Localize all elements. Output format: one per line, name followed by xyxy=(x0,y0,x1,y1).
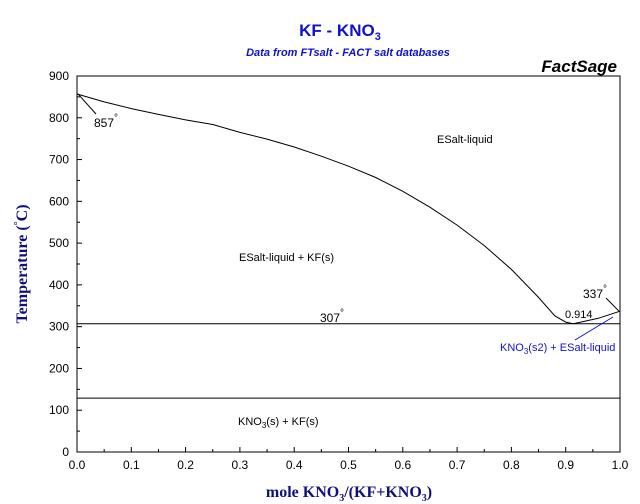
y-tick-label: 500 xyxy=(49,236,69,250)
x-tick-label: 0.8 xyxy=(503,458,520,472)
series-liquidus-KNO3 xyxy=(573,310,621,325)
series-liquidus-KF xyxy=(76,93,574,325)
y-tick-label: 700 xyxy=(49,153,69,167)
kf-melting-point-label: 857° xyxy=(94,113,118,130)
phase-boundaries xyxy=(76,93,621,399)
eutectic-temperature-label: 307° xyxy=(320,308,344,325)
x-tick-label: 0.9 xyxy=(557,458,574,472)
axis-ticks: 0.0 0.1 0.2 0.3 0.4 0.5 0.6 0.7 0.8 0.9 1.0 0 100 200… xyxy=(49,69,629,472)
region-liquid: ESalt-liquid xyxy=(437,134,493,146)
x-tick-label: 0.7 xyxy=(449,458,466,472)
y-tick-label: 0 xyxy=(62,445,69,459)
factsage-brand: FactSage xyxy=(541,57,617,76)
y-tick-label: 800 xyxy=(49,111,69,125)
eutectic-composition-label: 0.914 xyxy=(565,309,593,321)
kf-melt-leader xyxy=(77,93,97,115)
region-liquid-kf: ESalt-liquid + KF(s) xyxy=(239,252,334,264)
annotation-leaders xyxy=(77,93,620,341)
region-kno3s2-liquid: KNO3(s2) + ESalt-liquid xyxy=(500,342,615,356)
x-tick-label: 0.0 xyxy=(69,458,86,472)
chart-subtitle: Data from FTsalt - FACT salt databases xyxy=(246,47,450,59)
x-tick-label: 0.1 xyxy=(123,458,140,472)
region-kno3s-kf: KNO3(s) + KF(s) xyxy=(238,416,319,430)
y-tick-label: 400 xyxy=(49,278,69,292)
chart-title: KF - KNO3 xyxy=(299,21,381,43)
y-tick-label: 200 xyxy=(49,361,69,375)
y-tick-label: 600 xyxy=(49,194,69,208)
kno3s2-region-leader xyxy=(574,316,614,341)
y-tick-label: 100 xyxy=(49,403,69,417)
x-tick-label: 0.3 xyxy=(232,458,249,472)
y-tick-label: 300 xyxy=(49,320,69,334)
x-tick-label: 0.5 xyxy=(340,458,357,472)
x-tick-label: 0.2 xyxy=(177,458,194,472)
kno3-melting-point-label: 337° xyxy=(583,284,607,301)
x-tick-label: 1.0 xyxy=(612,458,629,472)
y-axis-label: Temperature (°C) xyxy=(13,204,31,323)
kno3-melt-leader xyxy=(605,297,620,312)
plot-frame xyxy=(76,75,621,453)
x-tick-label: 0.6 xyxy=(394,458,411,472)
x-tick-label: 0.4 xyxy=(286,458,303,472)
y-tick-label: 900 xyxy=(49,69,69,83)
x-axis-label: mole KNO3/(KF+KNO3) xyxy=(266,484,432,504)
